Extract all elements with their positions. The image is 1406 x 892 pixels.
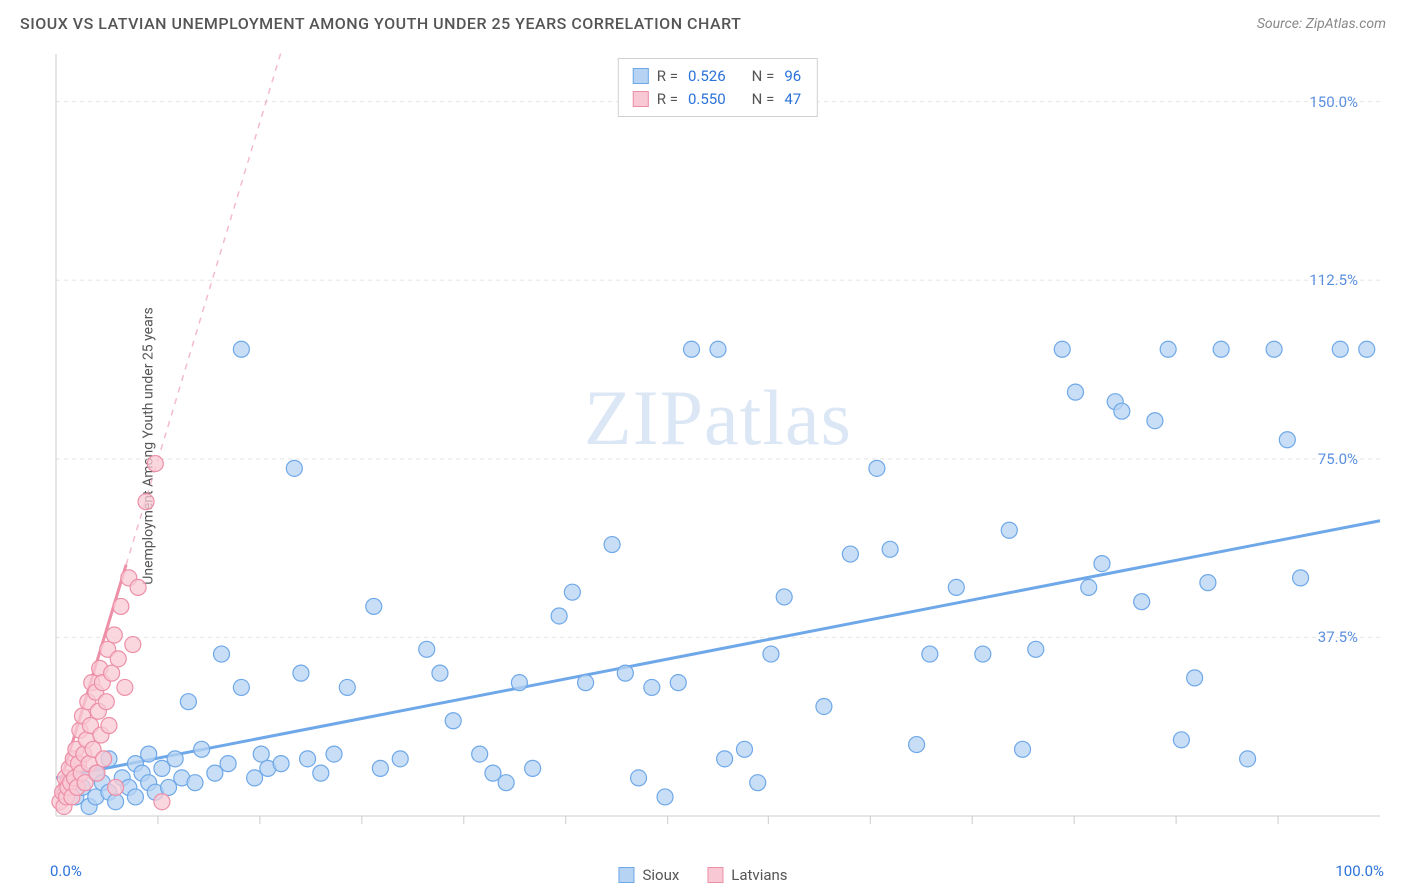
n-value-sioux: 96 <box>784 65 801 88</box>
chart-source: Source: ZipAtlas.com <box>1257 16 1386 32</box>
swatch-sioux <box>618 867 634 883</box>
scatter-plot <box>50 48 1386 852</box>
r-label: R = <box>657 65 678 88</box>
legend-row-sioux: R = 0.526 N = 96 <box>633 65 803 88</box>
y-tick-label: 75.0% <box>1318 450 1358 468</box>
n-label: N = <box>752 88 775 111</box>
r-value-sioux: 0.526 <box>688 65 726 88</box>
swatch-latvians <box>707 867 723 883</box>
x-max-label: 100.0% <box>1335 862 1384 880</box>
swatch-latvians <box>633 91 649 107</box>
legend-row-latvians: R = 0.550 N = 47 <box>633 88 803 111</box>
x-min-label: 0.0% <box>50 862 82 880</box>
legend-item-latvians: Latvians <box>707 866 787 884</box>
legend-item-sioux: Sioux <box>618 866 679 884</box>
r-value-latvians: 0.550 <box>688 88 726 111</box>
swatch-sioux <box>633 68 649 84</box>
n-value-latvians: 47 <box>784 88 801 111</box>
chart-area: R = 0.526 N = 96 R = 0.550 N = 47 ZIPatl… <box>50 48 1386 852</box>
legend-label-sioux: Sioux <box>642 866 679 884</box>
legend-label-latvians: Latvians <box>731 866 787 884</box>
chart-header: SIOUX VS LATVIAN UNEMPLOYMENT AMONG YOUT… <box>0 0 1406 41</box>
correlation-legend: R = 0.526 N = 96 R = 0.550 N = 47 <box>618 58 818 117</box>
n-label: N = <box>752 65 775 88</box>
series-legend: Sioux Latvians <box>618 866 787 884</box>
chart-title: SIOUX VS LATVIAN UNEMPLOYMENT AMONG YOUT… <box>20 14 741 33</box>
r-label: R = <box>657 88 678 111</box>
y-tick-label: 37.5% <box>1318 628 1358 646</box>
y-tick-label: 112.5% <box>1309 271 1358 289</box>
y-tick-label: 150.0% <box>1309 93 1358 111</box>
